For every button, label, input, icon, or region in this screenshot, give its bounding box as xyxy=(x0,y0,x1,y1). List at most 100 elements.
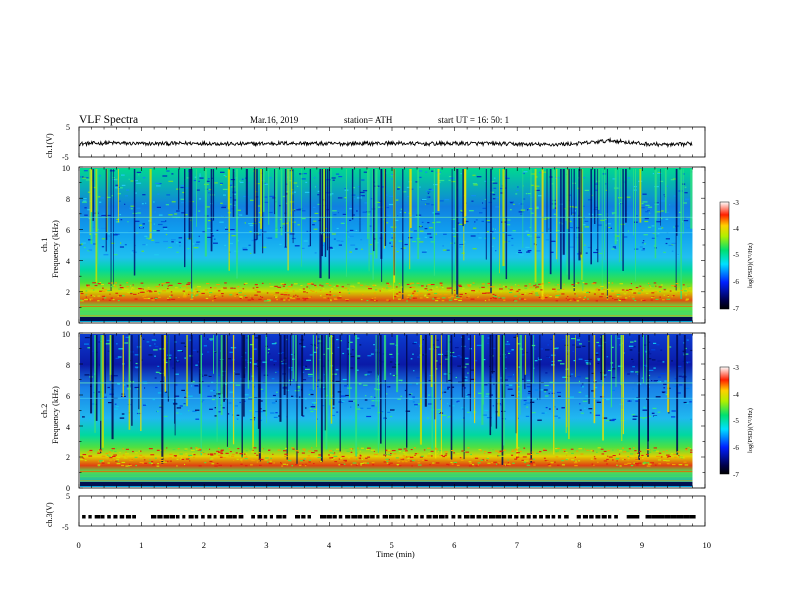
spectrogram-band-speckle xyxy=(635,454,640,456)
spectrogram-speckle xyxy=(124,195,128,197)
spectrogram-band-speckle xyxy=(455,296,460,298)
spectrogram-speckle xyxy=(332,179,335,181)
spectrogram-band-speckle xyxy=(209,448,211,450)
spectrogram-speckle xyxy=(185,392,188,395)
ch2-channel-label: ch.2 xyxy=(39,404,49,418)
spectrogram-band-speckle xyxy=(89,299,92,301)
spectrogram-band-speckle xyxy=(371,449,376,451)
spectrogram-speckle xyxy=(233,199,238,201)
spectrogram-sferic-streak xyxy=(546,169,548,234)
spectrogram-band-speckle xyxy=(174,455,177,457)
spectrogram-speckle xyxy=(595,414,601,416)
spectrogram-band-speckle xyxy=(401,461,404,463)
spectrogram-band-speckle xyxy=(627,462,632,464)
spectrogram-band-speckle xyxy=(125,456,128,458)
spectrogram-band-speckle xyxy=(355,464,358,466)
ch1-colorbar-label: log(PSD)(V²/Hz) xyxy=(747,243,754,288)
spectrogram-speckle xyxy=(341,395,346,397)
spectrogram-speckle xyxy=(333,214,337,216)
spectrogram-band-speckle xyxy=(300,285,303,287)
spectrogram-speckle xyxy=(612,246,616,248)
spectrogram-speckle xyxy=(228,242,233,245)
spectrogram-band-speckle xyxy=(250,464,253,466)
spectrogram-band-speckle xyxy=(412,292,415,294)
spectrogram-sferic-streak xyxy=(393,169,395,276)
spectrogram-speckle xyxy=(171,241,174,243)
spectrogram-band-speckle xyxy=(554,284,557,286)
spectrogram-band-speckle xyxy=(487,447,490,449)
spectrogram-band-speckle xyxy=(97,464,101,466)
spectrogram-speckle xyxy=(386,222,389,224)
spectrogram-speckle xyxy=(302,366,306,368)
spectrogram-speckle xyxy=(263,201,269,203)
spectrogram-speckle xyxy=(482,207,486,209)
spectrogram-speckle xyxy=(611,248,615,250)
spectrogram-speckle xyxy=(121,174,125,176)
spectrogram-speckle xyxy=(599,396,605,398)
spectrogram-speckle xyxy=(146,341,150,343)
spectrogram-band-speckle xyxy=(124,288,129,290)
spectrogram-speckle xyxy=(516,343,522,345)
spectrogram-speckle xyxy=(634,340,637,342)
spectrogram-band-speckle xyxy=(277,449,281,451)
spectrogram-speckle xyxy=(313,228,318,230)
spectrogram-speckle xyxy=(360,195,365,197)
spectrogram-band-speckle xyxy=(99,461,102,463)
spectrogram-band-speckle xyxy=(373,292,377,294)
spectrogram-band-speckle xyxy=(524,461,526,463)
spectrogram-band-speckle xyxy=(488,454,492,456)
spectrogram-sferic-streak xyxy=(355,335,358,457)
spectrogram-band-speckle xyxy=(578,296,582,298)
spectrogram-band-speckle xyxy=(578,460,581,462)
spectrogram-speckle xyxy=(572,213,574,215)
spectrogram-speckle xyxy=(207,220,211,222)
spectrogram-band-speckle xyxy=(266,292,269,294)
spectrogram-speckle xyxy=(506,384,510,386)
spectrogram-sferic-streak xyxy=(301,335,304,416)
spectrogram-speckle xyxy=(356,408,361,410)
ch3-pulse xyxy=(119,515,125,519)
spectrogram-speckle xyxy=(478,237,482,239)
spectrogram-speckle xyxy=(208,192,210,194)
spectrogram-speckle xyxy=(404,212,406,214)
spectrogram-sferic-streak xyxy=(682,169,684,234)
spectrogram-band-speckle xyxy=(606,295,609,297)
spectrogram-band-speckle xyxy=(650,299,653,301)
spectrogram-speckle xyxy=(443,233,447,235)
spectrogram-band-speckle xyxy=(685,448,688,450)
spectrogram-band-speckle xyxy=(117,300,120,302)
spectrogram-speckle xyxy=(179,420,181,422)
spectrogram-sferic-streak xyxy=(499,169,500,274)
spectrogram-speckle xyxy=(511,244,514,246)
spectrogram-band-speckle xyxy=(577,282,580,284)
spectrogram-speckle xyxy=(130,208,133,210)
spectrogram-band-speckle xyxy=(494,296,497,298)
spectrogram-sferic-streak xyxy=(565,335,567,434)
spectrogram-sferic-streak xyxy=(461,335,463,398)
ch3-pulse xyxy=(645,515,652,519)
spectrogram-speckle xyxy=(236,418,239,420)
spectrogram-band-speckle xyxy=(523,447,526,449)
spectrogram-band-speckle xyxy=(115,460,118,462)
spectrogram-speckle xyxy=(273,416,278,418)
spectrogram-band-speckle xyxy=(558,455,562,457)
spectrogram-speckle xyxy=(256,183,260,185)
spectrogram-band-speckle xyxy=(361,299,363,301)
spectrogram-band-speckle xyxy=(154,290,157,292)
spectrogram-speckle xyxy=(683,220,689,222)
spectrogram-speckle xyxy=(348,236,350,238)
spectrogram-sferic-streak xyxy=(330,169,332,232)
spectrogram-band-speckle xyxy=(353,286,356,288)
spectrogram-speckle xyxy=(671,360,673,362)
spectrogram-speckle xyxy=(149,345,152,347)
spectrogram-speckle xyxy=(207,188,213,191)
spectrogram-band-speckle xyxy=(515,448,517,450)
spectrogram-speckle xyxy=(613,336,616,338)
spectrogram-speckle xyxy=(83,200,87,202)
spectrogram-speckle xyxy=(412,343,416,345)
spectrogram-speckle xyxy=(261,246,267,248)
spectrogram-speckle xyxy=(492,194,496,196)
spectrogram-band-speckle xyxy=(126,286,129,288)
ch3-pulse xyxy=(182,515,186,519)
